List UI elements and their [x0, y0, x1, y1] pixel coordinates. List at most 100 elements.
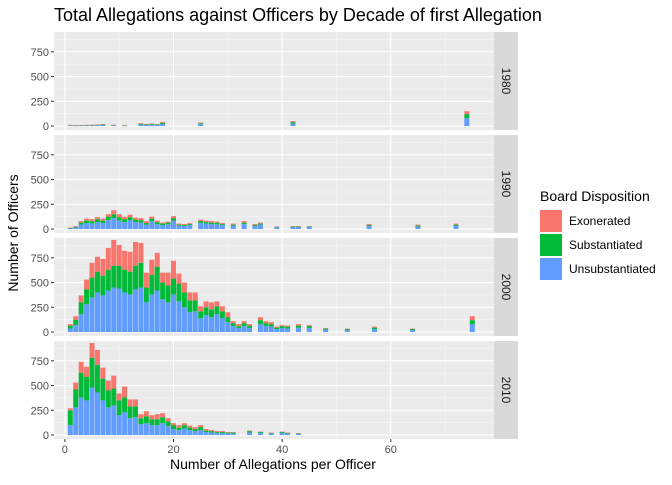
- panel-background: [54, 32, 494, 130]
- bar-segment-exonerated: [67, 227, 73, 229]
- bar-segment-exonerated: [176, 425, 182, 428]
- bar-segment-substantiated: [89, 277, 95, 298]
- bar-segment-unsubstantiated: [138, 424, 144, 436]
- bar-segment-exonerated: [138, 218, 144, 221]
- bar-segment-exonerated: [100, 367, 106, 379]
- bar-segment-unsubstantiated: [73, 407, 79, 436]
- bar-segment-exonerated: [154, 414, 160, 420]
- bar-segment-substantiated: [116, 400, 122, 416]
- bar-segment-substantiated: [279, 432, 285, 434]
- bar-segment-substantiated: [67, 227, 73, 229]
- bar-segment-unsubstantiated: [149, 124, 155, 127]
- bar-segment-unsubstantiated: [187, 225, 193, 230]
- bar-segment-unsubstantiated: [469, 324, 475, 333]
- bar-segment-substantiated: [295, 433, 301, 435]
- bar-segment-unsubstantiated: [149, 221, 155, 230]
- y-tick-label: 0: [43, 327, 49, 339]
- bar-segment-unsubstantiated: [279, 328, 285, 333]
- bar-segment-substantiated: [116, 217, 122, 221]
- bar-segment-unsubstantiated: [274, 227, 280, 230]
- bar-segment-substantiated: [78, 222, 84, 225]
- legend-label-substantiated: Substantiated: [569, 238, 642, 252]
- bar-segment-exonerated: [67, 124, 73, 126]
- bar-segment-unsubstantiated: [252, 226, 258, 230]
- x-tick-label: 20: [167, 444, 179, 456]
- bar-segment-substantiated: [214, 306, 220, 315]
- y-tick-label: 250: [31, 302, 49, 314]
- bar-segment-exonerated: [160, 121, 166, 123]
- bar-segment-exonerated: [138, 123, 144, 124]
- bar-segment-unsubstantiated: [67, 228, 73, 230]
- bar-segment-substantiated: [290, 226, 296, 228]
- bar-segment-substantiated: [122, 219, 128, 223]
- bar-segment-substantiated: [192, 300, 198, 312]
- bar-segment-exonerated: [127, 214, 133, 218]
- bar-segment-exonerated: [171, 216, 177, 219]
- bar-segment-unsubstantiated: [285, 433, 291, 436]
- bar-segment-unsubstantiated: [171, 294, 177, 333]
- y-tick-label: 750: [31, 253, 49, 265]
- bar-segment-substantiated: [143, 124, 149, 126]
- bar-segment-substantiated: [295, 226, 301, 228]
- bar-segment-exonerated: [290, 226, 296, 227]
- bar-segment-substantiated: [111, 125, 117, 126]
- bar-segment-unsubstantiated: [257, 224, 263, 230]
- bar-segment-substantiated: [469, 320, 475, 325]
- bar-segment-substantiated: [160, 282, 166, 300]
- bar-segment-exonerated: [94, 217, 100, 220]
- bar-segment-unsubstantiated: [89, 387, 95, 436]
- bar-segment-exonerated: [469, 316, 475, 321]
- bar-segment-exonerated: [209, 302, 215, 310]
- bar-segment-exonerated: [78, 295, 84, 303]
- y-tick-label: 500: [31, 381, 49, 393]
- bars-1990: [67, 210, 459, 230]
- facet-panel-2000: 0 250 500 750 2000: [31, 238, 518, 339]
- bar-segment-unsubstantiated: [241, 224, 247, 230]
- bar-segment-substantiated: [165, 285, 171, 303]
- bar-segment-exonerated: [181, 423, 187, 426]
- y-axis-title: Number of Officers: [5, 174, 21, 291]
- bar-segment-substantiated: [127, 217, 133, 221]
- bar-segment-unsubstantiated: [203, 315, 209, 333]
- bar-segment-unsubstantiated: [181, 307, 187, 333]
- bar-segment-substantiated: [154, 266, 160, 291]
- bar-segment-unsubstantiated: [149, 425, 155, 436]
- bar-segment-unsubstantiated: [306, 328, 312, 333]
- bar-segment-substantiated: [105, 269, 111, 291]
- bar-segment-unsubstantiated: [132, 417, 138, 436]
- bar-segment-substantiated: [268, 324, 274, 327]
- bar-segment-substantiated: [171, 278, 177, 295]
- bar-segment-substantiated: [94, 219, 100, 223]
- bar-segment-substantiated: [78, 372, 84, 398]
- bar-segment-unsubstantiated: [236, 328, 242, 333]
- bar-segment-exonerated: [89, 219, 95, 222]
- bar-segment-exonerated: [132, 399, 138, 407]
- bar-segment-exonerated: [323, 328, 329, 329]
- bar-segment-substantiated: [132, 406, 138, 418]
- bar-segment-unsubstantiated: [192, 431, 198, 436]
- bar-segment-exonerated: [149, 123, 155, 125]
- x-tick-label: 60: [385, 444, 397, 456]
- bar-segment-unsubstantiated: [116, 288, 122, 333]
- bar-segment-exonerated: [241, 321, 247, 324]
- bar-segment-substantiated: [122, 269, 128, 293]
- bar-segment-unsubstantiated: [143, 224, 149, 230]
- bar-segment-unsubstantiated: [290, 227, 296, 230]
- bars-1980: [67, 111, 470, 127]
- bar-segment-substantiated: [236, 326, 242, 329]
- bar-segment-unsubstantiated: [225, 433, 231, 436]
- bar-segment-substantiated: [279, 326, 285, 329]
- y-tick-label: 0: [43, 121, 49, 133]
- bar-segment-substantiated: [181, 225, 187, 227]
- bar-segment-exonerated: [295, 433, 301, 434]
- bar-segment-substantiated: [111, 388, 117, 406]
- bar-segment-substantiated: [138, 418, 144, 425]
- bar-segment-substantiated: [187, 224, 193, 226]
- bar-segment-exonerated: [214, 221, 220, 223]
- bar-segment-unsubstantiated: [160, 225, 166, 230]
- bar-segment-unsubstantiated: [132, 289, 138, 333]
- y-tick-label: 500: [31, 72, 49, 84]
- bar-segment-unsubstantiated: [111, 125, 117, 127]
- bar-segment-exonerated: [225, 432, 231, 433]
- bar-segment-substantiated: [181, 425, 187, 429]
